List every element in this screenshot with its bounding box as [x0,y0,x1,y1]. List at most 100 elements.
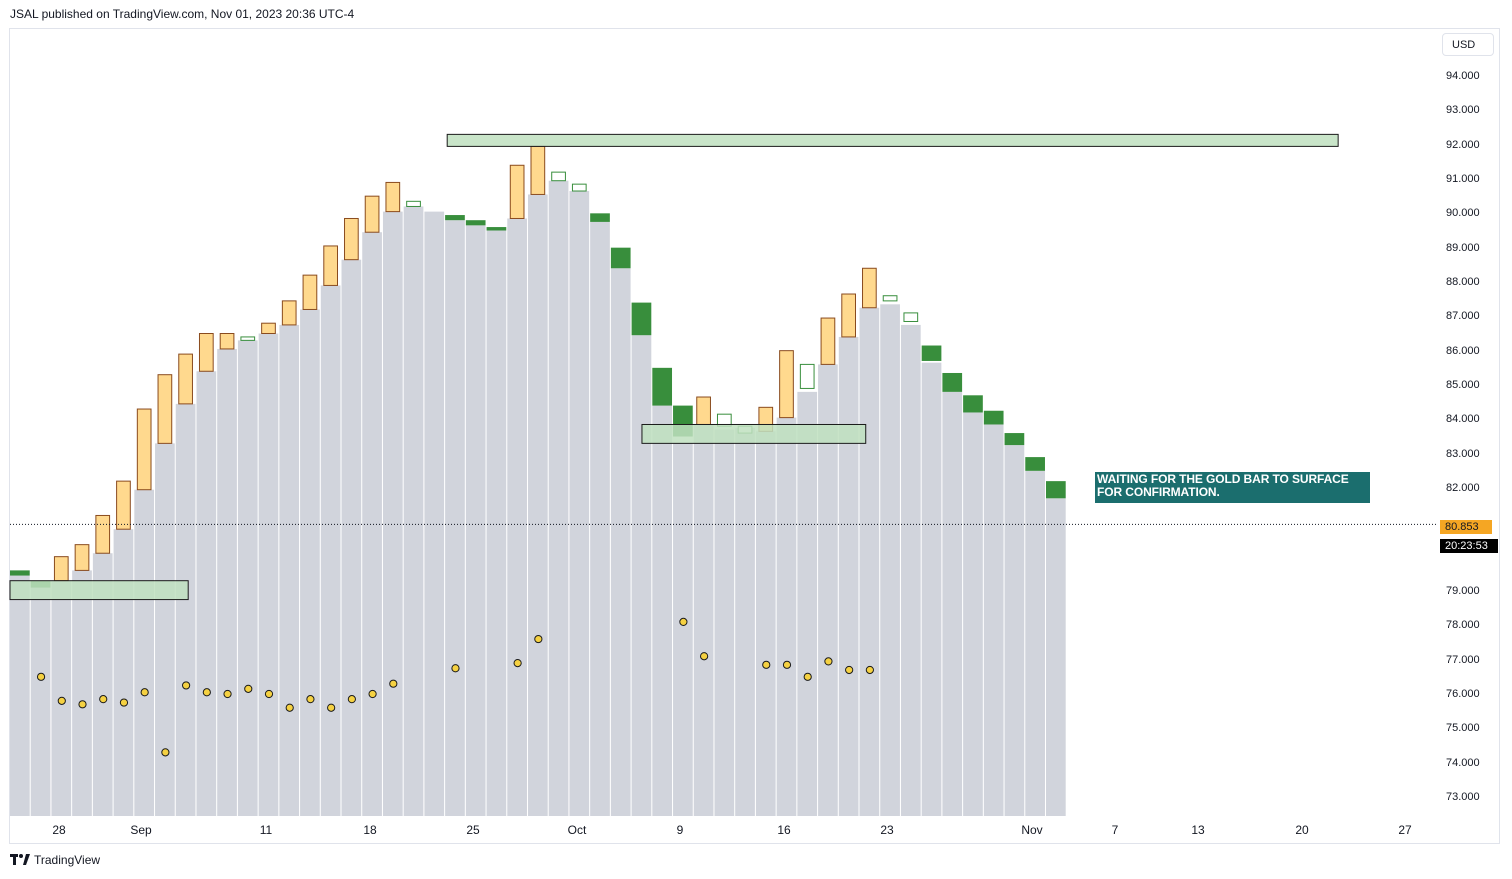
green-bar-cap [1046,481,1066,499]
price-bar [631,335,652,816]
signal-dot [327,703,336,712]
price-tick-label: 93.000 [1446,104,1480,117]
gold-bar-cap [509,164,525,219]
support-resistance-zone [641,423,867,444]
price-tick-label: 77.000 [1446,653,1480,666]
green-bar-cap [10,570,30,576]
signal-dot [244,684,253,693]
footer-brand[interactable]: TradingView [10,853,100,867]
signal-dot [140,688,149,697]
price-bar [983,424,1004,816]
hollow-bar-cap [571,183,587,192]
gold-bar-cap [74,544,90,571]
price-bar [755,431,776,816]
signal-dot [762,660,771,669]
date-tick-label: 18 [363,823,377,837]
price-tick-label: 91.000 [1446,173,1480,185]
green-bar-cap [1025,457,1045,471]
bar-countdown-label: 20:23:53 [1440,539,1498,553]
gold-bar-cap [53,556,69,582]
hollow-bar-cap [903,312,919,322]
signal-dot [347,695,356,704]
signal-dot [700,652,709,661]
signal-dot [513,659,522,668]
price-bar [528,194,548,816]
date-tick-label: 23 [880,823,894,837]
gold-bar-cap [820,317,836,365]
gold-bar-cap [261,322,276,335]
signal-dot [57,696,66,705]
signal-dot [285,703,294,712]
signal-dot [368,689,377,699]
hollow-bar-cap [406,200,421,207]
date-tick-label: 11 [259,823,273,837]
signal-dot [824,657,833,666]
gold-bar-cap [530,145,546,195]
price-bar [10,570,30,816]
tradingview-logo-icon [10,854,30,865]
signal-dot [119,698,129,707]
hollow-bar-cap [551,171,566,182]
price-bar [900,324,921,816]
price-bar [548,180,569,816]
price-bar [113,529,134,816]
price-bar [1046,498,1066,816]
price-bar [30,580,51,816]
signal-dot [306,695,315,704]
price-bar [838,336,859,816]
price-bar [610,268,631,816]
price-bar [217,348,237,816]
gold-bar-cap [95,514,111,554]
price-bar [776,417,797,816]
gold-bar-cap [323,245,338,286]
gold-bar-cap [157,374,173,444]
support-resistance-zone [446,133,1339,147]
date-tick-label: 9 [676,823,684,837]
green-bar-cap [983,410,1004,425]
signal-dot [451,664,460,673]
signal-dot [78,700,87,709]
price-tick-label: 83.000 [1446,447,1480,460]
price-bar [486,230,507,816]
price-bar [445,220,465,816]
gold-bar-cap [219,333,235,350]
signal-dot [389,679,398,688]
signal-dot [223,689,232,699]
signal-dot [36,672,46,681]
signal-dot [264,689,274,699]
price-bar [72,570,92,816]
signal-dot [161,748,170,757]
date-tick-label: 7 [1111,823,1119,837]
price-bar [590,221,610,816]
price-bar [134,489,155,816]
price-bar [921,362,942,816]
price-bar [1004,445,1025,816]
price-tick-label: 82.000 [1446,482,1480,494]
green-bar-cap [631,302,652,336]
price-bar [880,304,900,816]
price-bar [1025,470,1045,816]
green-bar-cap [445,215,465,221]
price-bar [652,405,673,816]
gold-bar-cap [862,267,877,309]
green-bar-cap [652,367,673,406]
green-bar-cap [610,247,631,269]
price-bar [403,206,424,816]
price-tick-label: 88.000 [1446,276,1480,288]
price-bar [693,424,714,816]
price-tick-label: 90.000 [1446,207,1480,220]
green-bar-cap [465,220,486,226]
hollow-bar-cap [240,336,256,341]
hollow-bar-cap [799,363,815,389]
price-bar [673,443,693,816]
price-bar [818,364,838,816]
price-bar [196,371,217,816]
green-bar-cap [921,345,942,361]
gold-bar-cap [779,350,794,419]
price-bar [942,391,963,816]
currency-selector[interactable]: USD [1442,33,1494,56]
chart-annotation[interactable]: WAITING FOR THE GOLD BAR TO SURFACE FOR … [1095,472,1370,503]
date-tick-label: 25 [466,823,480,837]
price-tick-label: 74.000 [1446,756,1480,769]
